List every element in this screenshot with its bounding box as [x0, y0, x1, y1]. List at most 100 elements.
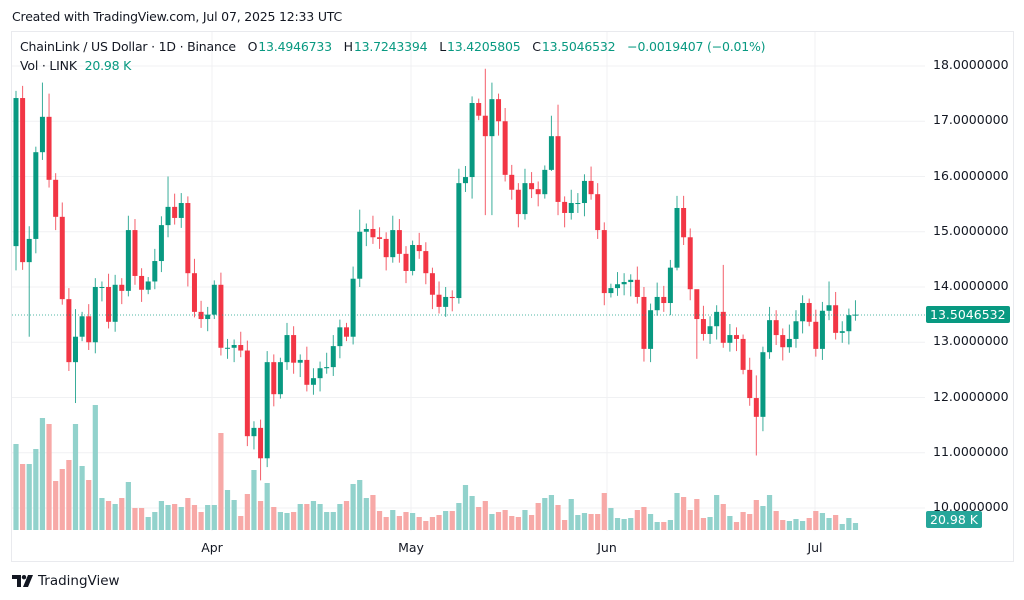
- candle: [654, 282, 660, 316]
- candle: [277, 357, 283, 399]
- candle: [522, 168, 528, 220]
- candles: [13, 68, 858, 481]
- candle: [152, 248, 158, 290]
- candle-body: [509, 174, 515, 190]
- candle-body: [330, 346, 336, 368]
- volume-bar: [53, 481, 59, 530]
- volume-bar: [324, 512, 330, 530]
- candle: [205, 306, 211, 332]
- volume-bar: [423, 521, 429, 530]
- volume-bars: [13, 405, 859, 530]
- candle: [139, 268, 145, 302]
- candle-body: [191, 273, 197, 312]
- candle: [350, 266, 356, 345]
- candle-body: [350, 278, 356, 337]
- candle: [641, 287, 647, 362]
- candle-body: [773, 320, 779, 336]
- candle-body: [225, 347, 231, 349]
- candle-body: [304, 359, 310, 385]
- candle: [436, 281, 442, 314]
- volume-bar: [238, 516, 244, 530]
- candle-body: [694, 289, 700, 320]
- tradingview-logo[interactable]: TradingView: [12, 573, 120, 589]
- price-axis-label: 10.0000000: [933, 499, 1009, 514]
- candle: [515, 183, 521, 228]
- volume-bar: [819, 513, 826, 530]
- candle-body: [581, 180, 587, 204]
- candle: [674, 195, 680, 271]
- volume-bar: [681, 497, 687, 530]
- price-axis-label: 15.0000000: [933, 222, 1009, 238]
- candle: [403, 246, 409, 284]
- volume-bar: [132, 508, 138, 530]
- candle-body: [806, 303, 812, 322]
- candle: [780, 328, 786, 361]
- volume-bar: [185, 498, 191, 530]
- candle: [740, 334, 746, 375]
- last-volume-badge: 20.98 K: [926, 511, 982, 528]
- candle: [601, 222, 607, 306]
- volume-bar: [588, 514, 594, 530]
- close-value: 13.5046532: [541, 39, 616, 54]
- chart-frame[interactable]: [11, 31, 1014, 562]
- candle: [119, 278, 125, 305]
- candle: [86, 304, 92, 350]
- volume-bar: [634, 510, 640, 530]
- candle: [833, 291, 839, 340]
- candle-body: [833, 305, 839, 333]
- volume-bar: [172, 504, 178, 530]
- price-axis-label: 16.0000000: [933, 167, 1009, 183]
- candle: [548, 115, 554, 171]
- candle-body: [595, 194, 601, 231]
- candle-body: [185, 203, 191, 274]
- volume-bar: [528, 515, 535, 530]
- candle: [793, 310, 799, 348]
- volume-label[interactable]: Vol · LINK: [20, 58, 77, 73]
- candle-body: [244, 350, 250, 437]
- candle-body: [423, 251, 429, 274]
- candle: [172, 193, 178, 225]
- volume-bar: [152, 512, 158, 530]
- candle: [449, 290, 455, 312]
- volume-bar: [562, 520, 568, 530]
- high-value: 13.7243394: [353, 39, 428, 54]
- volume-bar: [482, 501, 488, 530]
- time-axis-label: May: [398, 540, 424, 555]
- price-axis-label: 13.0000000: [933, 333, 1009, 349]
- candle-body: [310, 378, 316, 385]
- volume-bar: [522, 510, 528, 530]
- candle: [469, 96, 475, 199]
- candle: [753, 375, 759, 456]
- volume-bar: [654, 522, 660, 530]
- candle-body: [601, 230, 607, 294]
- candle-body: [542, 169, 548, 195]
- close-label: C: [532, 39, 541, 54]
- candle: [595, 183, 601, 239]
- candle-body: [370, 228, 376, 238]
- volume-bar: [46, 424, 52, 530]
- candle-body: [515, 189, 521, 215]
- candle-body: [535, 189, 541, 195]
- volume-bar: [33, 449, 39, 530]
- candle: [297, 354, 303, 378]
- candle-body: [443, 296, 449, 307]
- volume-bar: [317, 504, 323, 530]
- volume-bar: [595, 514, 601, 530]
- candle: [377, 227, 383, 249]
- candle-body: [462, 177, 468, 184]
- candle-body: [449, 296, 455, 299]
- volume-bar: [39, 418, 46, 530]
- candle-body: [20, 98, 26, 263]
- candle-body: [522, 183, 528, 215]
- symbol-title[interactable]: ChainLink / US Dollar · 1D · Binance: [20, 39, 236, 54]
- candle-body: [99, 287, 105, 288]
- candle: [271, 354, 277, 407]
- volume-bar: [667, 520, 673, 530]
- candle: [720, 264, 726, 348]
- volume-bar: [350, 484, 356, 530]
- candle-body: [145, 281, 151, 290]
- volume-bar: [165, 505, 171, 530]
- volume-bar: [509, 516, 515, 530]
- candle: [502, 107, 508, 182]
